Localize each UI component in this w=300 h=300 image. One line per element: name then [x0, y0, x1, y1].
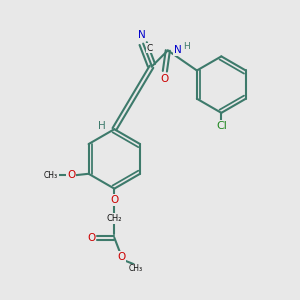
- Text: O: O: [67, 170, 76, 180]
- Text: CH₃: CH₃: [129, 264, 143, 273]
- Text: O: O: [110, 195, 118, 205]
- Text: H: H: [184, 42, 190, 51]
- Text: N: N: [138, 30, 146, 40]
- Text: O: O: [160, 74, 168, 84]
- Text: CH₂: CH₂: [106, 214, 122, 223]
- Text: C: C: [147, 44, 153, 52]
- Text: CH₃: CH₃: [44, 171, 58, 180]
- Text: H: H: [98, 121, 106, 131]
- Text: O: O: [117, 252, 125, 262]
- Text: Cl: Cl: [216, 121, 227, 131]
- Text: O: O: [87, 233, 95, 243]
- Text: N: N: [174, 45, 181, 55]
